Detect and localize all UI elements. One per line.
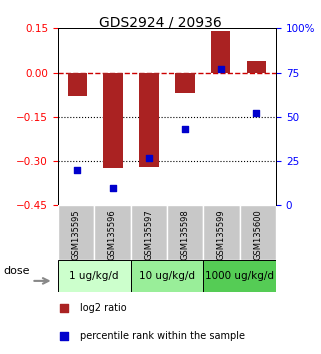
Text: GSM135597: GSM135597 bbox=[144, 210, 153, 261]
Bar bbox=[58, 260, 131, 292]
Text: GSM135600: GSM135600 bbox=[253, 210, 262, 261]
Bar bbox=[175, 73, 195, 93]
Bar bbox=[94, 205, 131, 260]
Point bbox=[182, 126, 187, 132]
Text: GSM135595: GSM135595 bbox=[72, 210, 81, 260]
Point bbox=[146, 155, 152, 160]
Bar bbox=[103, 73, 123, 169]
Point bbox=[111, 185, 116, 190]
Point bbox=[75, 167, 80, 173]
Bar bbox=[131, 260, 203, 292]
Point bbox=[254, 110, 259, 116]
Bar bbox=[58, 205, 94, 260]
Text: GSM135598: GSM135598 bbox=[181, 210, 190, 261]
Bar bbox=[247, 61, 266, 73]
Text: GDS2924 / 20936: GDS2924 / 20936 bbox=[99, 16, 222, 30]
Text: log2 ratio: log2 ratio bbox=[80, 303, 126, 313]
Point bbox=[62, 305, 67, 311]
Bar bbox=[131, 205, 167, 260]
Bar bbox=[211, 31, 230, 73]
Bar bbox=[139, 73, 159, 167]
Text: percentile rank within the sample: percentile rank within the sample bbox=[80, 331, 245, 341]
Point bbox=[62, 333, 67, 339]
Text: 10 ug/kg/d: 10 ug/kg/d bbox=[139, 271, 195, 281]
Text: dose: dose bbox=[3, 266, 30, 276]
Text: 1 ug/kg/d: 1 ug/kg/d bbox=[69, 271, 119, 281]
Point bbox=[218, 66, 223, 72]
Text: GSM135599: GSM135599 bbox=[217, 210, 226, 260]
Bar bbox=[203, 260, 276, 292]
Bar bbox=[68, 73, 87, 96]
Bar bbox=[203, 205, 240, 260]
Text: GSM135596: GSM135596 bbox=[108, 210, 117, 261]
Text: 1000 ug/kg/d: 1000 ug/kg/d bbox=[205, 271, 274, 281]
Bar bbox=[240, 205, 276, 260]
Bar bbox=[167, 205, 203, 260]
